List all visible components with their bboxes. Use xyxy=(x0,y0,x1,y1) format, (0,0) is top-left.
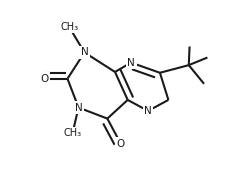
Text: N: N xyxy=(127,58,135,68)
Text: CH₃: CH₃ xyxy=(64,128,82,138)
Text: N: N xyxy=(81,47,88,57)
Text: N: N xyxy=(75,103,82,113)
Text: CH₃: CH₃ xyxy=(60,22,78,32)
Text: N: N xyxy=(144,106,152,116)
Text: O: O xyxy=(41,74,49,84)
Text: O: O xyxy=(117,139,125,149)
